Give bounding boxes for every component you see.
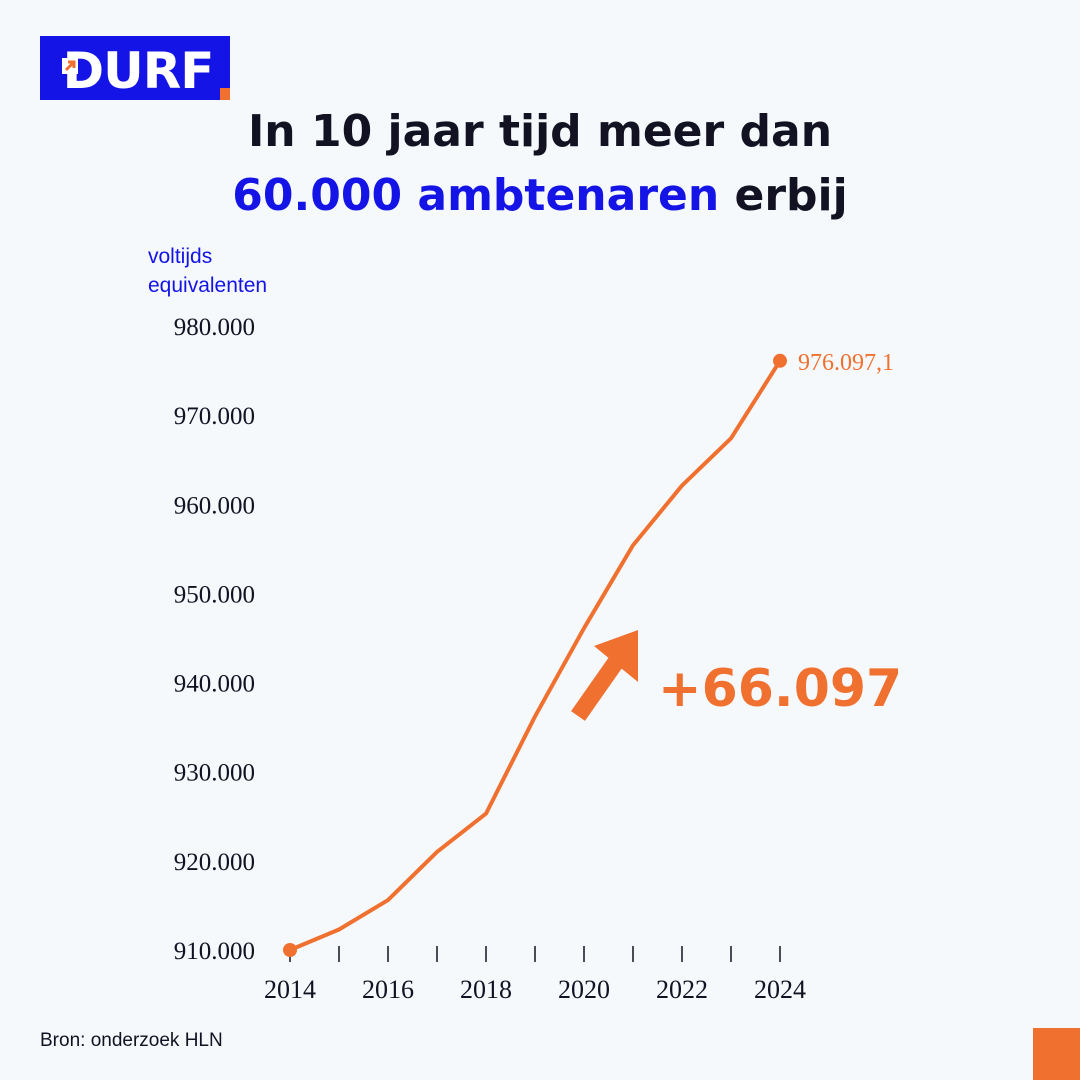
y-tick-label: 970.000 [174,403,255,430]
start-point [283,943,297,957]
x-tick-label: 2024 [754,975,806,1004]
x-tick-label: 2018 [460,975,512,1004]
corner-accent [1033,1028,1080,1080]
y-tick-label: 930.000 [174,760,255,787]
y-axis-label: voltijds equivalenten [148,242,267,300]
arrow-head [594,630,638,682]
y-tick-label: 940.000 [174,671,255,698]
y-tick-label: 960.000 [174,492,255,519]
chart-title: In 10 jaar tijd meer dan 60.000 ambtenar… [0,100,1080,228]
arrow-up-right-icon [571,654,625,721]
title-highlight: 60.000 ambtenaren [232,170,720,221]
end-value-label: 976.097,1 [798,350,894,376]
series-line [288,358,782,952]
title-rest: erbij [719,170,848,221]
y-tick-label: 950.000 [174,581,255,608]
svg-text:DURF: DURF [63,42,214,100]
y-tick-label: 920.000 [174,849,255,876]
y-axis-label-line-1: voltijds [148,245,213,268]
durf-logo-mark: DURF [62,42,214,100]
x-tick-label: 2022 [656,975,708,1004]
end-point [773,353,787,368]
x-tick-label: 2016 [362,975,414,1004]
y-tick-label: 910.000 [174,938,255,965]
x-tick-label: 2014 [264,975,316,1004]
growth-annotation: +66.097 [658,659,902,719]
logo-accent [220,88,230,100]
y-axis-label-line-2: equivalenten [148,274,268,297]
y-tick-label: 980.000 [174,314,255,341]
x-tick-label: 2020 [558,975,610,1004]
title-line-1: In 10 jaar tijd meer dan [247,106,833,157]
durf-logo[interactable]: DURF [40,36,230,100]
title-line-2: 60.000 ambtenaren erbij [0,164,1080,228]
source-note: Bron: onderzoek HLN [40,1030,223,1051]
